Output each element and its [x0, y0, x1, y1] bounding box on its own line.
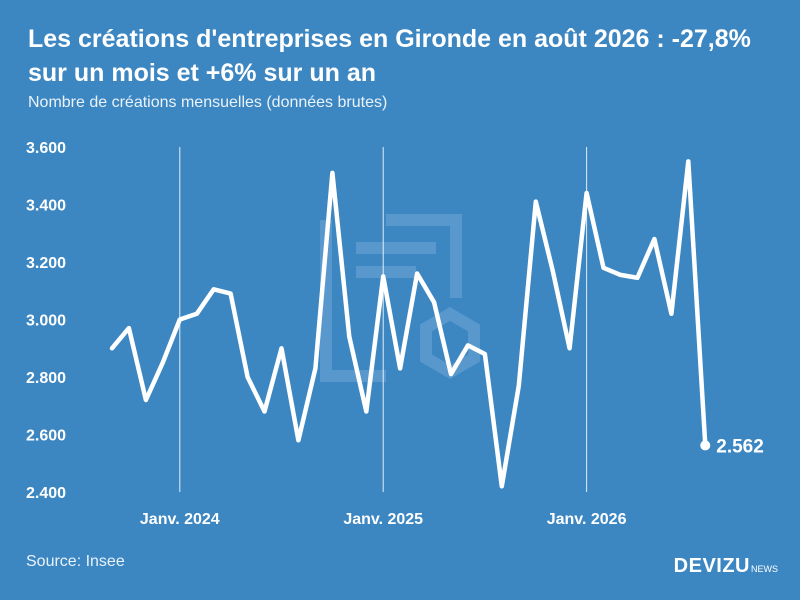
last-data-point [700, 440, 711, 451]
brand-suffix: NEWS [751, 564, 778, 574]
y-tick-label: 2.600 [26, 428, 66, 445]
series-line [109, 159, 708, 489]
x-tick-label: Janv. 2025 [343, 511, 423, 528]
y-tick-label: 2.400 [26, 485, 66, 502]
x-tick-label: Janv. 2026 [547, 511, 627, 528]
source-note: Source: Insee [26, 553, 125, 570]
y-tick-label: 3.600 [26, 140, 66, 157]
x-tick-label: Janv. 2024 [140, 511, 220, 528]
y-tick-label: 3.400 [26, 198, 66, 215]
last-value-label: 2.562 [716, 436, 764, 457]
y-tick-label: 3.200 [26, 255, 66, 272]
brand-logo: DEVIZUNEWS [674, 555, 778, 578]
y-tick-label: 3.000 [26, 313, 66, 330]
chart-title: Les créations d'entreprises en Gironde e… [28, 25, 751, 87]
chart-subtitle: Nombre de créations mensuelles (données … [28, 94, 388, 111]
y-tick-label: 2.800 [26, 370, 66, 387]
watermark-logo [320, 214, 480, 382]
brand-name: DEVIZU [673, 555, 750, 577]
